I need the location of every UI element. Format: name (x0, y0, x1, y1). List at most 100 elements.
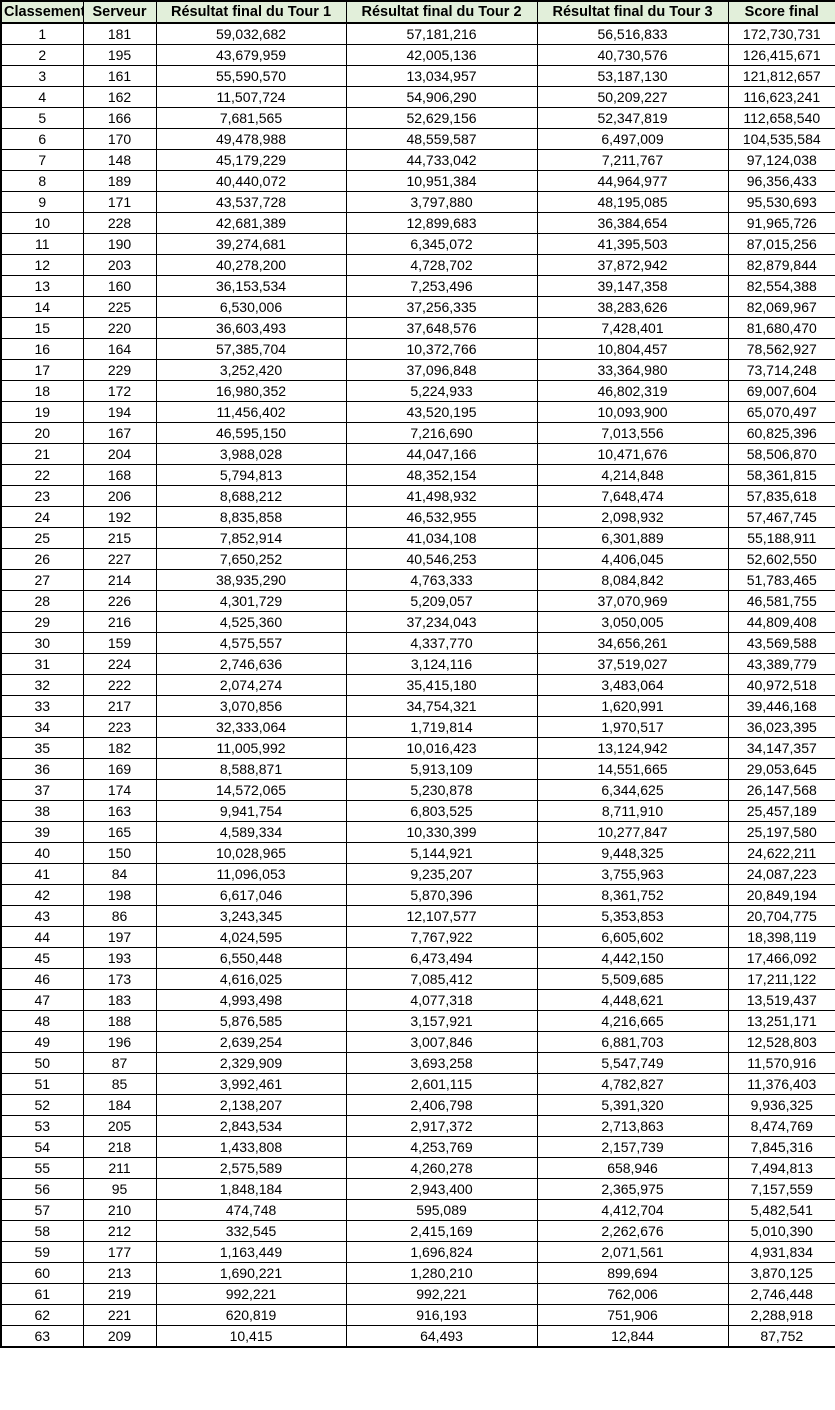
tour1-result-cell[interactable]: 14,572,065 (155, 779, 347, 801)
rank-cell[interactable]: 48 (0, 1010, 84, 1032)
rank-cell[interactable]: 32 (0, 674, 84, 696)
tour1-result-cell[interactable]: 11,456,402 (155, 401, 347, 423)
tour3-result-cell[interactable]: 658,946 (536, 1157, 729, 1179)
server-cell[interactable]: 204 (82, 443, 157, 465)
server-cell[interactable]: 224 (82, 653, 157, 675)
tour1-result-cell[interactable]: 2,074,274 (155, 674, 347, 696)
server-cell[interactable]: 169 (82, 758, 157, 780)
server-cell[interactable]: 205 (82, 1115, 157, 1137)
tour3-result-cell[interactable]: 44,964,977 (536, 170, 729, 192)
tour3-result-cell[interactable]: 8,711,910 (536, 800, 729, 822)
tour2-result-cell[interactable]: 4,253,769 (345, 1136, 538, 1158)
tour2-result-cell[interactable]: 37,234,043 (345, 611, 538, 633)
tour3-result-cell[interactable]: 3,483,064 (536, 674, 729, 696)
final-score-cell[interactable]: 95,530,693 (727, 191, 835, 213)
tour1-result-cell[interactable]: 46,595,150 (155, 422, 347, 444)
server-cell[interactable]: 174 (82, 779, 157, 801)
server-cell[interactable]: 220 (82, 317, 157, 339)
final-score-cell[interactable]: 44,809,408 (727, 611, 835, 633)
tour2-result-cell[interactable]: 4,337,770 (345, 632, 538, 654)
tour3-result-cell[interactable]: 40,730,576 (536, 44, 729, 66)
tour3-result-cell[interactable]: 38,283,626 (536, 296, 729, 318)
rank-cell[interactable]: 7 (0, 149, 84, 171)
tour2-result-cell[interactable]: 3,157,921 (345, 1010, 538, 1032)
rank-cell[interactable]: 9 (0, 191, 84, 213)
tour3-result-cell[interactable]: 3,755,963 (536, 863, 729, 885)
tour2-result-cell[interactable]: 4,763,333 (345, 569, 538, 591)
rank-cell[interactable]: 45 (0, 947, 84, 969)
final-score-cell[interactable]: 36,023,395 (727, 716, 835, 738)
tour2-result-cell[interactable]: 3,124,116 (345, 653, 538, 675)
final-score-cell[interactable]: 24,087,223 (727, 863, 835, 885)
server-cell[interactable]: 227 (82, 548, 157, 570)
rank-cell[interactable]: 55 (0, 1157, 84, 1179)
rank-cell[interactable]: 43 (0, 905, 84, 927)
tour2-result-cell[interactable]: 992,221 (345, 1283, 538, 1305)
tour3-result-cell[interactable]: 48,195,085 (536, 191, 729, 213)
server-cell[interactable]: 159 (82, 632, 157, 654)
tour3-result-cell[interactable]: 5,547,749 (536, 1052, 729, 1074)
tour1-result-cell[interactable]: 57,385,704 (155, 338, 347, 360)
tour3-result-cell[interactable]: 2,157,739 (536, 1136, 729, 1158)
tour2-result-cell[interactable]: 12,899,683 (345, 212, 538, 234)
tour1-result-cell[interactable]: 10,028,965 (155, 842, 347, 864)
server-cell[interactable]: 85 (82, 1073, 157, 1095)
server-cell[interactable]: 170 (82, 128, 157, 150)
tour2-result-cell[interactable]: 2,943,400 (345, 1178, 538, 1200)
tour3-result-cell[interactable]: 3,050,005 (536, 611, 729, 633)
rank-cell[interactable]: 1 (0, 22, 84, 45)
tour1-result-cell[interactable]: 7,681,565 (155, 107, 347, 129)
final-score-cell[interactable]: 46,581,755 (727, 590, 835, 612)
server-cell[interactable]: 215 (82, 527, 157, 549)
server-cell[interactable]: 203 (82, 254, 157, 276)
rank-cell[interactable]: 47 (0, 989, 84, 1011)
rank-cell[interactable]: 15 (0, 317, 84, 339)
tour2-result-cell[interactable]: 10,016,423 (345, 737, 538, 759)
tour3-result-cell[interactable]: 37,519,027 (536, 653, 729, 675)
final-score-cell[interactable]: 87,015,256 (727, 233, 835, 255)
server-cell[interactable]: 196 (82, 1031, 157, 1053)
rank-cell[interactable]: 41 (0, 863, 84, 885)
final-score-cell[interactable]: 116,623,241 (727, 86, 835, 108)
rank-cell[interactable]: 17 (0, 359, 84, 381)
tour3-result-cell[interactable]: 4,216,665 (536, 1010, 729, 1032)
tour2-result-cell[interactable]: 595,089 (345, 1199, 538, 1221)
rank-cell[interactable]: 31 (0, 653, 84, 675)
tour2-result-cell[interactable]: 41,498,932 (345, 485, 538, 507)
tour2-result-cell[interactable]: 9,235,207 (345, 863, 538, 885)
tour3-result-cell[interactable]: 2,262,676 (536, 1220, 729, 1242)
final-score-cell[interactable]: 58,506,870 (727, 443, 835, 465)
tour1-result-cell[interactable]: 4,589,334 (155, 821, 347, 843)
tour3-result-cell[interactable]: 2,365,975 (536, 1178, 729, 1200)
tour2-result-cell[interactable]: 52,629,156 (345, 107, 538, 129)
tour1-result-cell[interactable]: 1,433,808 (155, 1136, 347, 1158)
final-score-cell[interactable]: 7,157,559 (727, 1178, 835, 1200)
tour3-result-cell[interactable]: 5,391,320 (536, 1094, 729, 1116)
tour2-result-cell[interactable]: 2,406,798 (345, 1094, 538, 1116)
rank-cell[interactable]: 60 (0, 1262, 84, 1284)
server-cell[interactable]: 166 (82, 107, 157, 129)
server-cell[interactable]: 168 (82, 464, 157, 486)
tour2-result-cell[interactable]: 34,754,321 (345, 695, 538, 717)
final-score-cell[interactable]: 121,812,657 (727, 65, 835, 87)
rank-cell[interactable]: 25 (0, 527, 84, 549)
server-cell[interactable]: 218 (82, 1136, 157, 1158)
tour1-result-cell[interactable]: 7,650,252 (155, 548, 347, 570)
tour2-result-cell[interactable]: 57,181,216 (345, 22, 538, 45)
final-score-cell[interactable]: 11,376,403 (727, 1073, 835, 1095)
rank-cell[interactable]: 38 (0, 800, 84, 822)
rank-cell[interactable]: 54 (0, 1136, 84, 1158)
rank-cell[interactable]: 27 (0, 569, 84, 591)
rank-cell[interactable]: 18 (0, 380, 84, 402)
final-score-cell[interactable]: 39,446,168 (727, 695, 835, 717)
rank-cell[interactable]: 52 (0, 1094, 84, 1116)
server-cell[interactable]: 87 (82, 1052, 157, 1074)
tour1-result-cell[interactable]: 1,690,221 (155, 1262, 347, 1284)
tour1-result-cell[interactable]: 16,980,352 (155, 380, 347, 402)
rank-cell[interactable]: 56 (0, 1178, 84, 1200)
rank-cell[interactable]: 51 (0, 1073, 84, 1095)
final-score-cell[interactable]: 5,010,390 (727, 1220, 835, 1242)
final-score-cell[interactable]: 7,494,813 (727, 1157, 835, 1179)
tour1-result-cell[interactable]: 11,096,053 (155, 863, 347, 885)
tour1-result-cell[interactable]: 6,530,006 (155, 296, 347, 318)
